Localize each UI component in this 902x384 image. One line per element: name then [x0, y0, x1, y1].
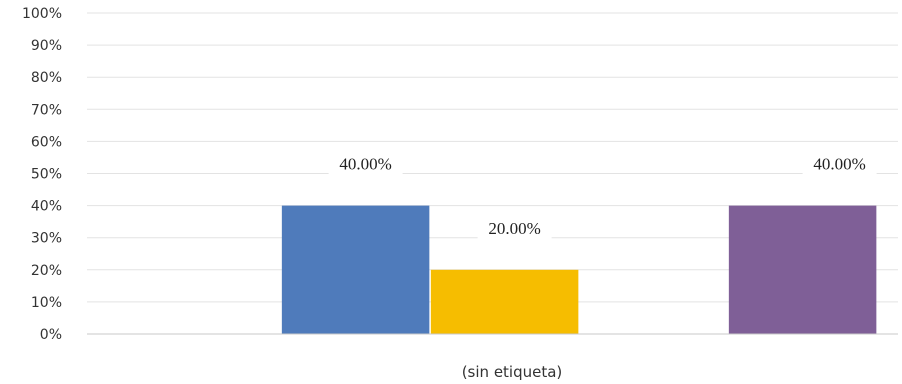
data-label-series-2: 20.00% [488, 219, 540, 238]
y-tick-label: 90% [31, 38, 62, 54]
x-category-label: (sin etiqueta) [462, 363, 563, 381]
y-tick-label: 70% [31, 102, 62, 118]
y-tick-label: 60% [31, 134, 62, 150]
data-label-background [802, 152, 877, 175]
bar-series-1 [281, 205, 430, 334]
bar-series-2 [430, 269, 579, 334]
y-tick-label: 10% [31, 295, 62, 311]
gridlines [87, 12, 898, 303]
data-labels: 40.00% 20.00% 40.00% [328, 152, 877, 239]
y-tick-label: 30% [31, 231, 62, 247]
y-tick-label: 100% [22, 6, 62, 22]
data-label-background [477, 216, 552, 239]
bars [281, 205, 877, 334]
y-tick-label: 80% [31, 70, 62, 86]
data-label-series-1: 40.00% [339, 155, 391, 174]
data-label-series-4: 40.00% [813, 155, 865, 174]
bar-series-4 [728, 205, 877, 334]
y-axis-tick-labels: 0% 10% 20% 30% 40% 50% 60% 70% 80% 90% 100% [22, 6, 62, 343]
y-tick-label: 50% [31, 167, 62, 183]
y-tick-label: 0% [40, 327, 62, 343]
data-label-background [328, 152, 403, 175]
y-tick-label: 20% [31, 263, 62, 279]
y-tick-label: 40% [31, 199, 62, 215]
